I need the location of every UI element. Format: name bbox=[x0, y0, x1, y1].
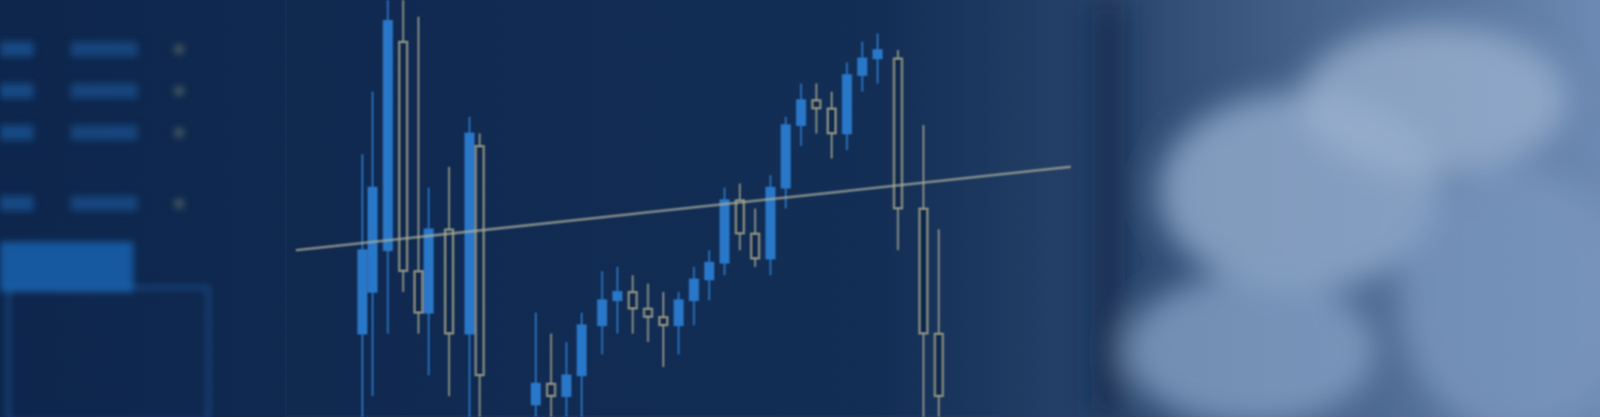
background bbox=[0, 0, 1600, 417]
banner bbox=[0, 0, 1600, 417]
scene bbox=[0, 0, 1600, 417]
tint-overlay bbox=[0, 0, 1600, 417]
